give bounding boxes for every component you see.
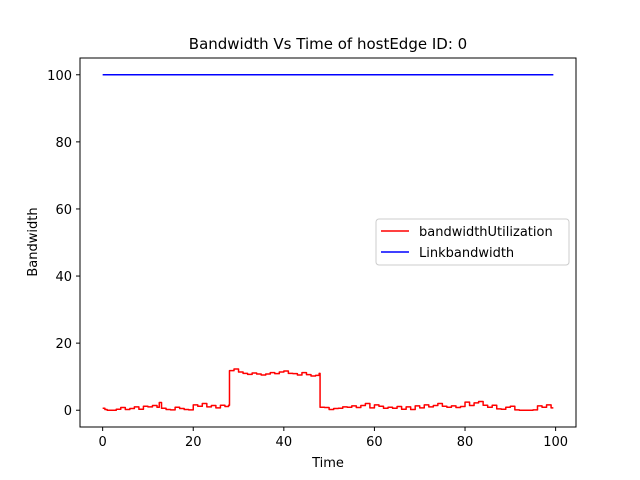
x-tick-label: 40 [276,435,293,450]
x-axis-ticks: 0 20 40 60 80 100 [99,427,568,450]
y-tick-label: 60 [55,203,72,218]
series-layer [102,74,554,411]
y-tick-label: 80 [55,136,72,151]
y-axis-title: Bandwidth [26,207,41,276]
plot-frame [79,57,577,428]
y-tick-label: 0 [64,404,72,419]
legend: bandwidthUtilization Linkbandwidth [375,218,570,266]
x-tick-label: 60 [366,435,383,450]
legend-box [375,218,570,266]
x-tick-label: 100 [543,435,568,450]
y-tick-label: 40 [55,270,72,285]
x-tick-label: 0 [99,435,107,450]
y-axis-ticks: 0 20 40 60 80 100 [47,69,80,419]
x-tick-label: 80 [457,435,474,450]
x-tick-label: 20 [185,435,202,450]
chart-title: Bandwidth Vs Time of hostEdge ID: 0 [189,35,467,53]
y-tick-label: 20 [55,337,72,352]
x-axis-title: Time [311,456,344,471]
legend-label-linkbandwidth: Linkbandwidth [419,246,514,261]
y-tick-label: 100 [47,69,72,84]
series-line-bandwidthutilization [102,368,554,411]
legend-label-bandwidthUtilization: bandwidthUtilization [419,225,553,240]
